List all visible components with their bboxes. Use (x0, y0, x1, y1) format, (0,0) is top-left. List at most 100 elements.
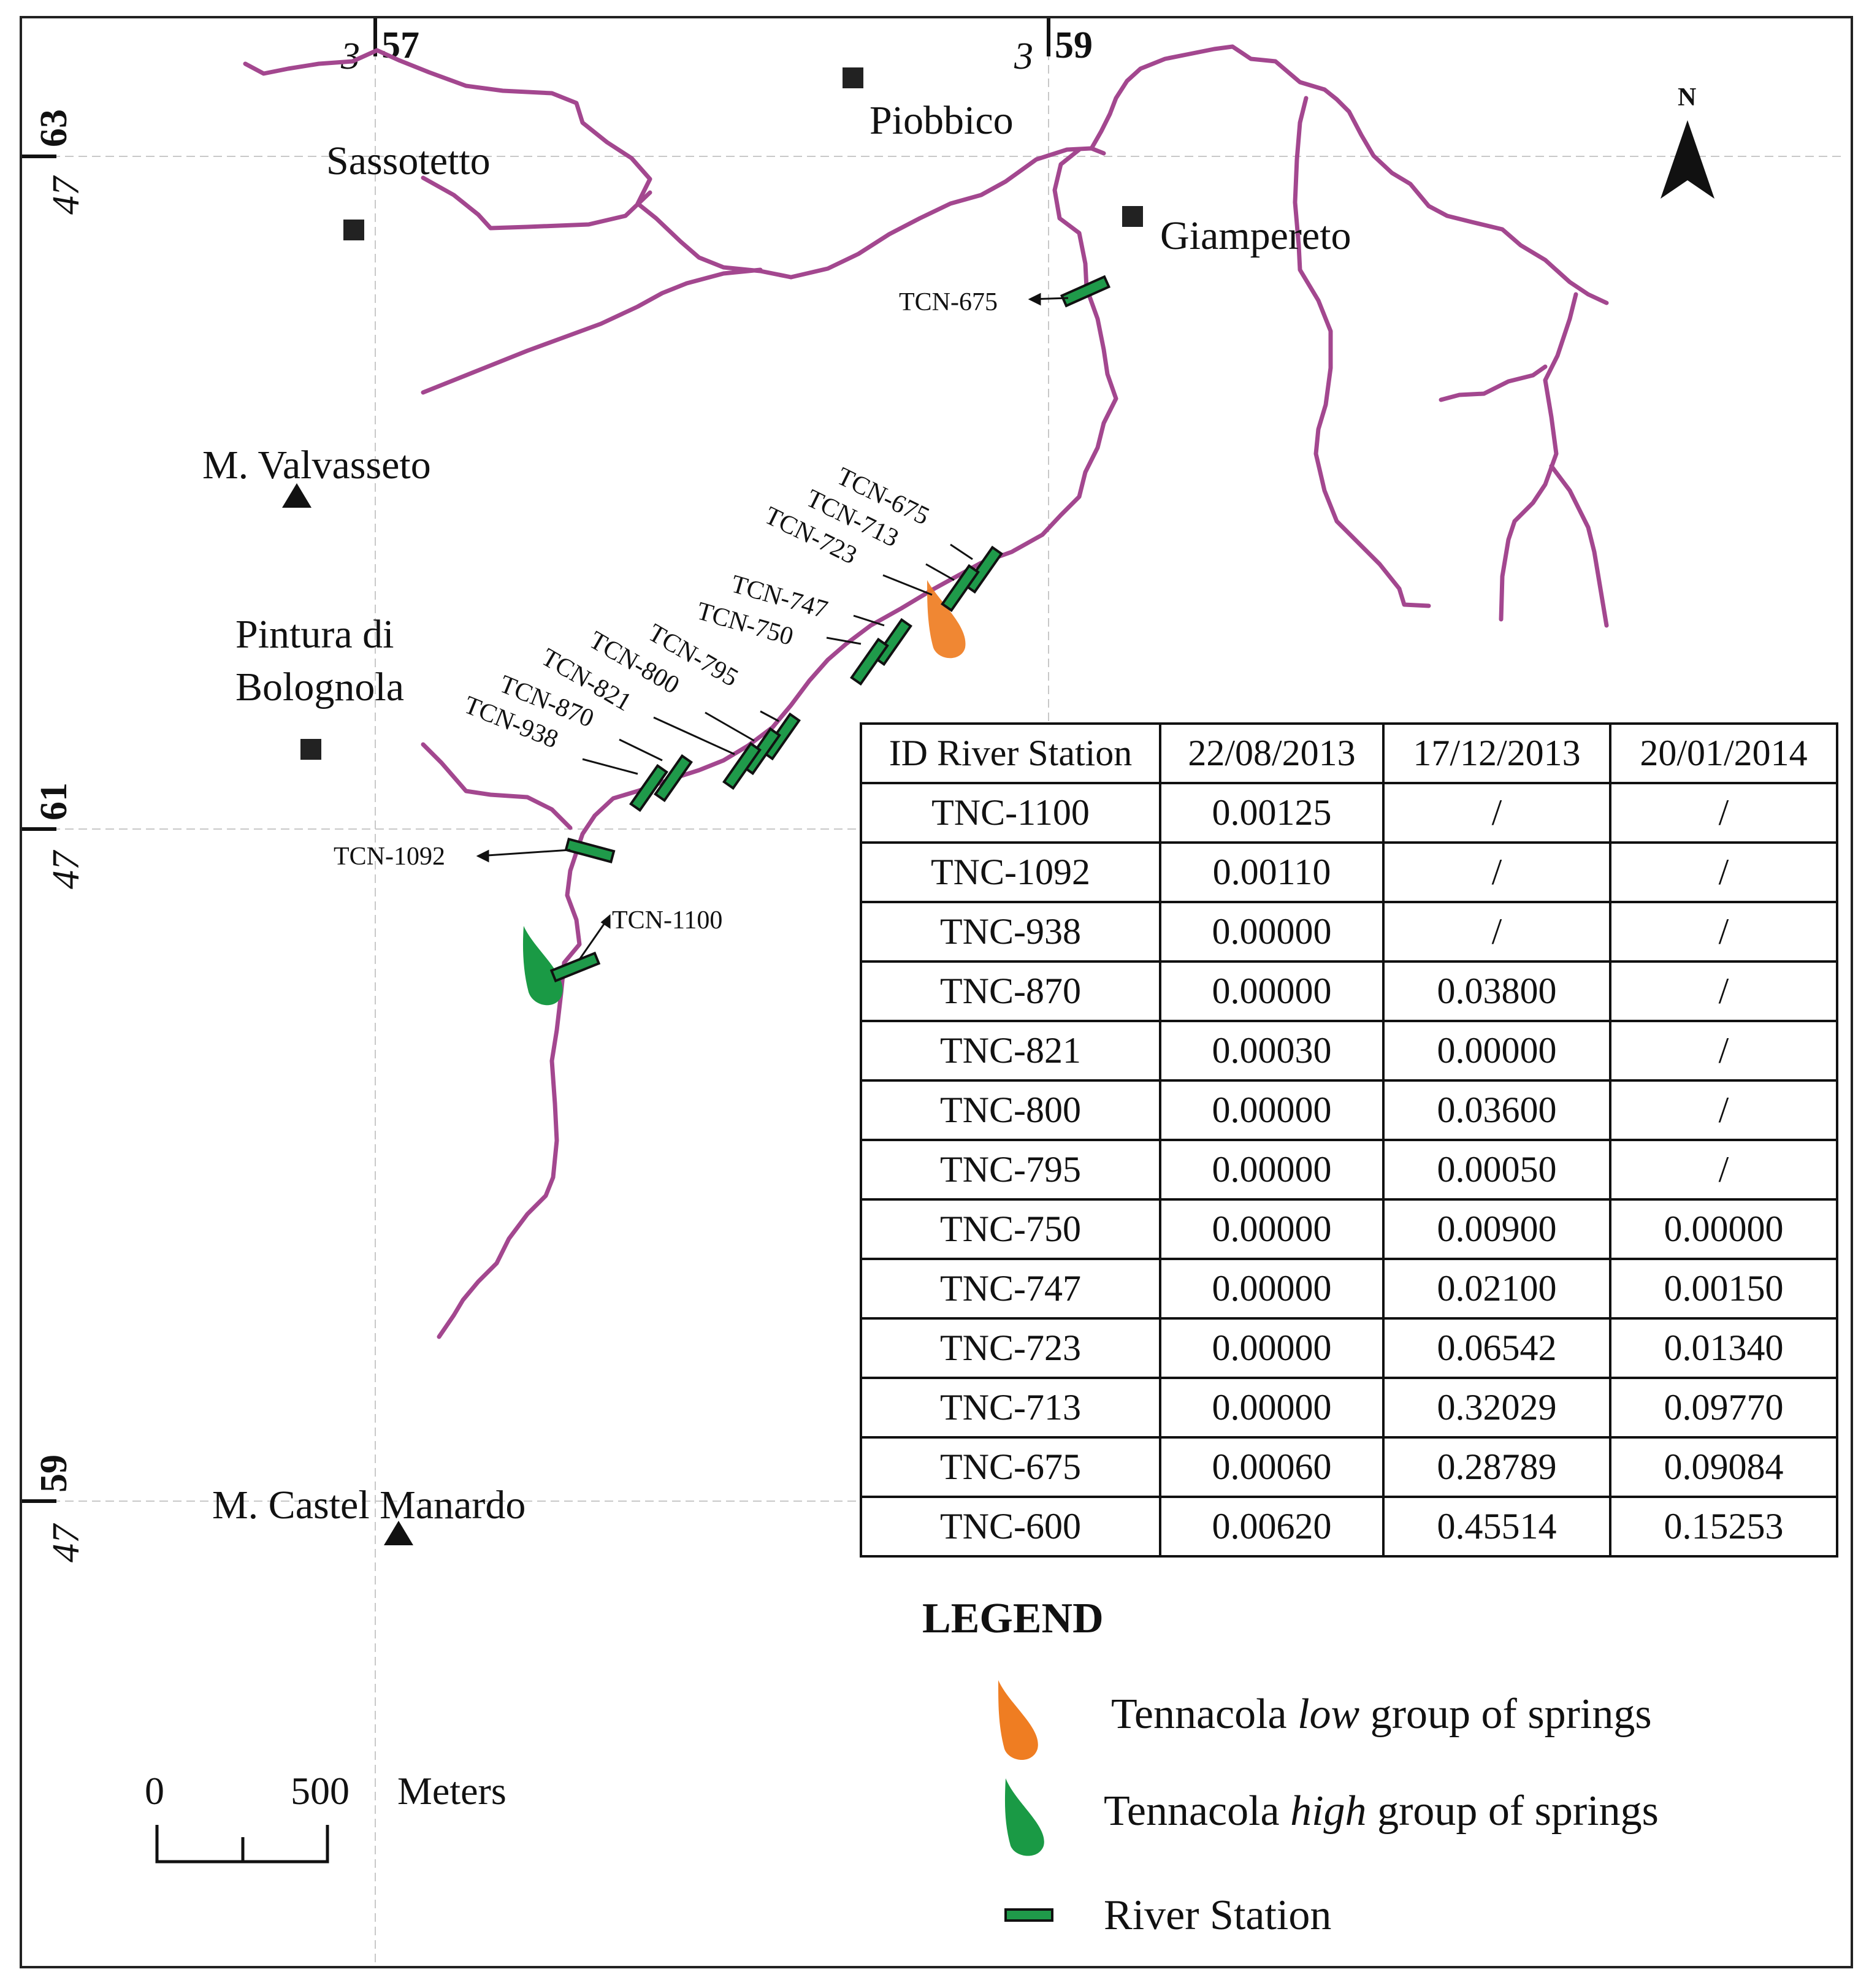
table-cell: 0.00000 (1212, 911, 1332, 952)
river-network (243, 44, 1609, 1339)
table-cell: 0.00110 (1213, 852, 1331, 892)
station-label-tcn-675-top: TCN-675 (899, 288, 998, 316)
table-cell: 0.09770 (1664, 1387, 1784, 1428)
table-cell: / (1719, 1090, 1729, 1130)
table-cell: TNC-750 (940, 1209, 1081, 1249)
table-cell: 0.32029 (1437, 1387, 1557, 1428)
table-cell: TNC-795 (940, 1149, 1081, 1190)
table-cell: TNC-821 (940, 1030, 1081, 1071)
peak-triangle-icon (282, 483, 312, 508)
coordinate-grid (25, 25, 1846, 1962)
table-cell: 0.00000 (1212, 1209, 1332, 1249)
river-station-tcn-1100 (549, 951, 601, 983)
place-valvasseto: M. Valvasseto (202, 443, 431, 487)
table-cell: 0.45514 (1437, 1506, 1557, 1546)
station-label-tcn-1092: TCN-1092 (334, 843, 445, 871)
table-cell: 0.00000 (1664, 1209, 1784, 1249)
river-station-table: ID River Station 22/08/2013 17/12/2013 20/0… (860, 722, 1838, 1558)
table-cell: 0.00000 (1212, 971, 1332, 1011)
table-cell: / (1719, 1149, 1729, 1190)
table-cell: 0.03800 (1437, 971, 1557, 1011)
table-cell: 0.28789 (1437, 1447, 1557, 1487)
coord-left-value-1: 63 (33, 109, 75, 147)
table-cell: 0.00000 (1212, 1268, 1332, 1309)
place-pintura-line1: Pintura di (235, 612, 394, 657)
scale-value: 500 (291, 1769, 350, 1813)
table-cell: TNC-1100 (931, 792, 1090, 833)
table-cell: / (1492, 792, 1502, 833)
table-cell: 0.00900 (1437, 1209, 1557, 1249)
table-header-cell: 17/12/2013 (1413, 733, 1580, 773)
station-leader-lines (476, 292, 1069, 961)
low-spring-group-icon (927, 580, 966, 659)
table-cell: TNC-870 (940, 971, 1081, 1011)
north-arrow-icon: N (1661, 83, 1714, 199)
legend-low-springs-label: Tennacola low group of springs (1111, 1691, 1652, 1738)
table-cell: 0.00000 (1212, 1328, 1332, 1368)
table-cell: / (1719, 971, 1729, 1011)
river-station-tcn-1092 (564, 838, 616, 863)
table-cell: TNC-800 (940, 1090, 1081, 1130)
table-cell: 0.00030 (1212, 1030, 1332, 1071)
table-cell: / (1719, 852, 1729, 892)
table-header-cell: 20/01/2014 (1640, 733, 1807, 773)
legend-high-spring-icon (1004, 1778, 1044, 1856)
table-cell: TNC-723 (940, 1328, 1081, 1368)
coord-top-prefix-2: 3 (1014, 36, 1033, 77)
place-pintura-line2: Bolognola (235, 665, 404, 709)
north-label: N (1678, 83, 1696, 112)
peak-markers (282, 483, 413, 1545)
coord-left-prefix-3: 47 (45, 1523, 87, 1562)
scale-unit: Meters (397, 1769, 506, 1813)
table-cell: 0.00050 (1437, 1149, 1557, 1190)
coord-left-prefix-2: 47 (45, 849, 87, 889)
village-square-icon (343, 220, 364, 240)
table-cell: 0.00000 (1212, 1090, 1332, 1130)
table-cell: 0.00000 (1437, 1030, 1557, 1071)
river-station-tcn-675-top (1060, 275, 1111, 308)
table-cell: TNC-600 (940, 1506, 1081, 1546)
table-cell: / (1492, 911, 1502, 952)
high-spring-group-icon (522, 926, 563, 1006)
coord-left-value-2: 61 (33, 782, 75, 820)
table-cell: / (1719, 1030, 1729, 1071)
table-cell: TNC-747 (940, 1268, 1081, 1309)
place-piobbico: Piobbico (870, 98, 1014, 143)
river-station-tcn-870 (654, 754, 693, 803)
scale-bar: 0 500 Meters (145, 1769, 506, 1864)
coord-top-value-2: 59 (1055, 25, 1093, 66)
table-cell: 0.03600 (1437, 1090, 1557, 1130)
legend-title: LEGEND (922, 1595, 1104, 1642)
legend-river-station-icon (1004, 1908, 1053, 1922)
legend-low-spring-icon (998, 1680, 1038, 1761)
river-stations (549, 275, 1111, 983)
scale-zero: 0 (145, 1769, 164, 1813)
place-castel-manardo: M. Castel Manardo (212, 1483, 526, 1527)
table-cell: / (1719, 792, 1729, 833)
table-cell: TNC-713 (940, 1387, 1081, 1428)
legend-river-station-label: River Station (1104, 1892, 1331, 1939)
table-cell: 0.09084 (1664, 1447, 1784, 1487)
river-station-tcn-713 (941, 564, 980, 613)
village-square-icon (843, 67, 863, 88)
table-cell: / (1492, 852, 1502, 892)
station-label-tcn-1100: TCN-1100 (612, 906, 722, 935)
table-header-cell: 22/08/2013 (1188, 733, 1355, 773)
table-cell: 0.00000 (1212, 1387, 1332, 1428)
table-cell: TNC-675 (940, 1447, 1081, 1487)
village-square-icon (1122, 206, 1143, 227)
legend-high-springs-label: Tennacola high group of springs (1104, 1787, 1659, 1835)
river-station-tcn-675 (964, 545, 1003, 594)
place-giampereto: Giampereto (1160, 213, 1351, 258)
river-station-tcn-747 (873, 617, 912, 667)
village-markers (300, 67, 1143, 760)
river-station-tcn-821 (722, 741, 762, 790)
table-cell: 0.15253 (1664, 1506, 1784, 1546)
table-cell: 0.00150 (1664, 1268, 1784, 1309)
coord-left-prefix-1: 47 (45, 175, 87, 215)
table-header-cell: ID River Station (889, 733, 1133, 773)
table-cell: 0.00060 (1212, 1447, 1332, 1487)
river-station-tcn-750 (850, 637, 889, 686)
peak-triangle-icon (384, 1521, 413, 1545)
